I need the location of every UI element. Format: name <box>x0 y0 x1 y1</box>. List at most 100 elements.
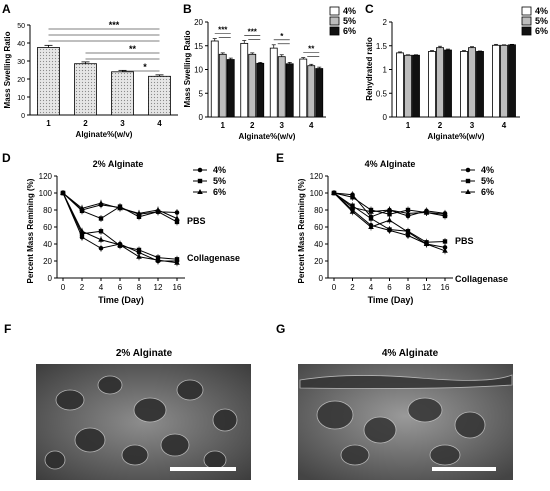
data-point <box>155 207 161 212</box>
annotation-collagenase: Collagenase <box>187 253 240 263</box>
x-axis-title: Alginate%(w/v) <box>239 132 296 141</box>
bar <box>500 44 508 118</box>
bar <box>248 53 257 118</box>
y-tick-label: 0.5 <box>376 89 388 98</box>
y-tick-label: 10 <box>194 66 203 75</box>
y-tick-label: 0 <box>21 113 25 120</box>
data-point <box>423 241 430 246</box>
legend-label: 5% <box>535 16 548 26</box>
data-point <box>98 245 104 251</box>
data-point <box>136 210 142 216</box>
data-point <box>405 210 411 216</box>
x-tick-label: 8 <box>137 283 142 292</box>
y-tick-label: 0 <box>319 274 324 283</box>
bar <box>436 47 444 118</box>
bar <box>37 47 60 116</box>
significance-label: *** <box>218 26 228 35</box>
chart-title: 2% Alginate <box>93 159 144 169</box>
y-tick-label: 20 <box>17 77 25 84</box>
data-point <box>465 178 471 184</box>
chart-c-rehydrated: 0 0.5 1 1.5 2 1 2 3 4 Alginate%(w/v) Rehydrated ra… <box>365 6 548 141</box>
bar <box>218 53 227 118</box>
panel-label-e: E <box>276 151 284 165</box>
bar <box>226 59 235 118</box>
significance-label: ** <box>308 45 315 54</box>
data-point <box>197 178 203 184</box>
legend-swatch <box>521 16 532 26</box>
y-axis-title: Percent Mass Remining (%) <box>26 178 35 283</box>
data-point <box>79 205 85 211</box>
legend-swatch <box>329 16 340 26</box>
data-point <box>98 216 104 221</box>
data-point <box>136 247 142 253</box>
bar <box>256 62 265 118</box>
data-point <box>442 239 448 244</box>
y-tick-label: 100 <box>39 189 53 198</box>
bar <box>269 47 278 118</box>
legend-label: 6% <box>535 26 548 36</box>
y-tick-label: 20 <box>194 18 203 27</box>
annotation-collagenase: Collagenase <box>455 274 508 284</box>
data-point <box>350 195 355 200</box>
data-point <box>197 167 203 173</box>
data-point <box>465 189 471 194</box>
data-point <box>174 210 180 215</box>
y-tick-label: 0 <box>48 274 53 283</box>
legend-label: 6% <box>213 187 226 197</box>
y-axis-title: Mass Swelling Ratio <box>3 31 12 108</box>
bar <box>148 75 171 116</box>
bar <box>299 58 308 118</box>
x-tick-label: 2 <box>83 119 88 128</box>
y-tick-label: 120 <box>39 172 53 181</box>
data-point <box>349 208 356 214</box>
y-tick-label: 50 <box>17 23 25 30</box>
y-axis-title: Rehydrated ratio <box>365 37 374 101</box>
panel-label-d: D <box>2 151 11 165</box>
data-point <box>98 236 104 242</box>
bar <box>428 51 436 118</box>
x-tick-label: 4 <box>502 121 507 130</box>
x-tick-label: 12 <box>154 283 163 292</box>
bar <box>476 51 484 118</box>
y-tick-label: 30 <box>17 59 25 66</box>
x-tick-label: 16 <box>173 283 182 292</box>
data-point <box>368 216 374 221</box>
significance-label: ** <box>129 44 137 54</box>
x-tick-label: 4 <box>99 283 104 292</box>
panel-label-g: G <box>276 322 285 336</box>
y-tick-label: 1 <box>383 66 388 75</box>
bar <box>508 44 516 118</box>
y-tick-label: 20 <box>314 257 323 266</box>
bar <box>307 65 316 118</box>
bar <box>210 40 219 118</box>
x-tick-label: 4 <box>369 283 374 292</box>
bar <box>277 56 286 118</box>
panel-label-b: B <box>183 2 192 16</box>
bar <box>492 44 500 118</box>
data-point <box>136 253 142 259</box>
x-axis-title: Alginate%(w/v) <box>428 132 485 141</box>
bar <box>315 68 324 118</box>
chart-b-mass-swelling: 0 5 10 15 20 1 *** 2 *** 3 * 4 ** Alginate%(w/v) Mass … <box>183 6 356 141</box>
legend-label: 6% <box>481 187 494 197</box>
y-tick-label: 15 <box>194 42 203 51</box>
legend-swatch <box>329 6 340 16</box>
x-tick-label: 2 <box>250 121 255 130</box>
y-tick-label: 60 <box>314 223 323 232</box>
y-tick-label: 40 <box>43 240 52 249</box>
data-point <box>423 209 430 215</box>
panel-label-f: F <box>4 322 11 336</box>
x-tick-label: 3 <box>470 121 475 130</box>
sem-image-g: 4% Alginate <box>298 348 513 480</box>
legend-label: 4% <box>213 165 226 175</box>
series-line <box>62 192 178 260</box>
data-point <box>331 190 337 195</box>
data-point <box>387 227 392 232</box>
x-tick-label: 1 <box>406 121 411 130</box>
data-point <box>98 200 104 206</box>
data-point <box>174 259 180 265</box>
significance-label: *** <box>109 20 120 30</box>
x-tick-label: 2 <box>438 121 443 130</box>
x-tick-label: 1 <box>221 121 226 130</box>
